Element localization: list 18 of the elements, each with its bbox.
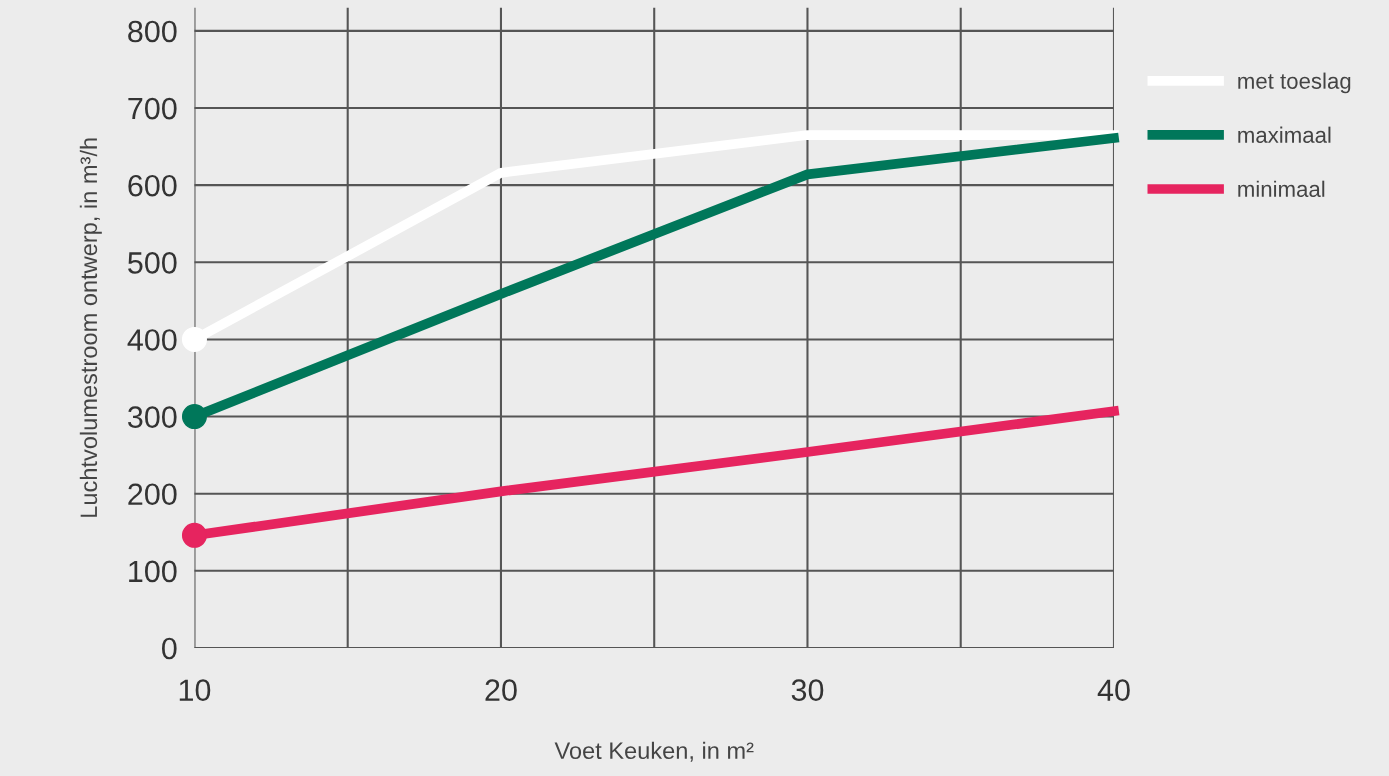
y-axis-title: Luchtvolumestroom ontwerp, in m³/h [79,138,102,517]
y-tick-label: 600 [128,174,177,197]
legend-label: met toeslag [1238,72,1351,94]
y-tick-label: 500 [128,252,177,274]
y-tick-label: 200 [128,483,177,506]
x-tick-label: 40 [1097,679,1130,701]
y-tick-label: 800 [128,20,177,43]
x-tick-label: 10 [179,679,211,701]
legend-label: minimaal [1238,180,1325,197]
x-tick-label: 30 [791,679,824,701]
x-axis-title: Voet Keuken, in m² [554,741,754,762]
x-tick-label: 20 [485,679,517,701]
y-tick-label: 0 [162,637,177,660]
y-tick-label: 400 [127,329,177,351]
y-tick-label: 300 [127,406,177,428]
y-tick-label: 700 [128,97,177,120]
y-tick-label: 100 [129,560,177,583]
legend-label: maximaal [1238,126,1331,143]
